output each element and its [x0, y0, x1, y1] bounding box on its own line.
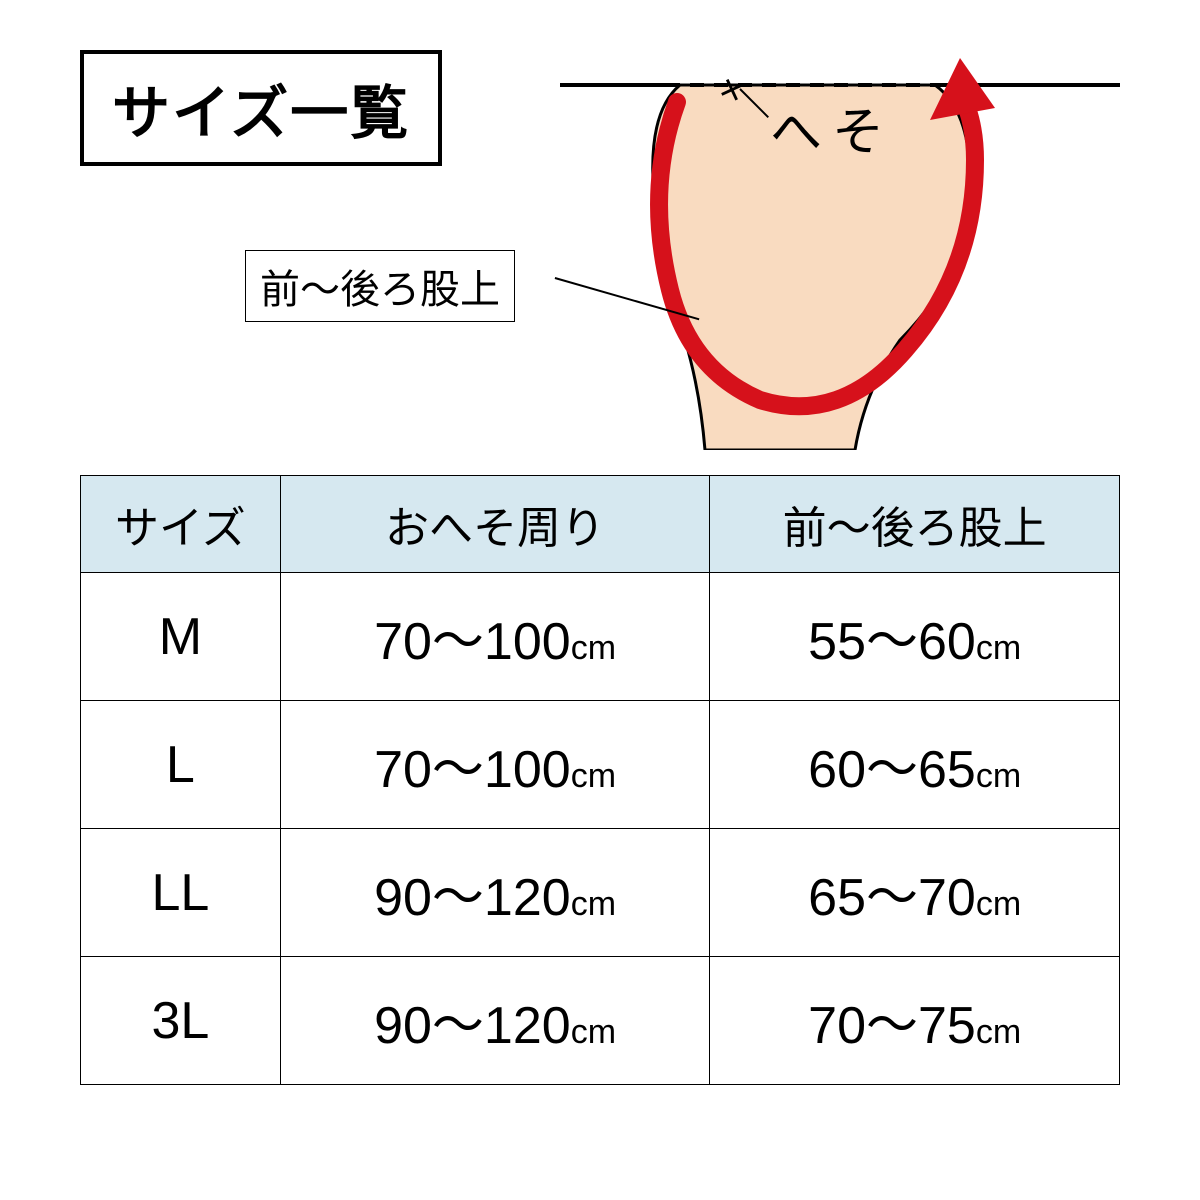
- cell-navel: 90〜120cm: [280, 829, 710, 957]
- cell-rise: 70〜75cm: [710, 957, 1120, 1085]
- table-header-row: サイズ おへそ周り 前〜後ろ股上: [81, 476, 1120, 573]
- cell-navel: 90〜120cm: [280, 957, 710, 1085]
- page-title: サイズ一覧: [80, 50, 442, 166]
- cell-rise: 60〜65cm: [710, 701, 1120, 829]
- col-header-size: サイズ: [81, 476, 281, 573]
- cell-navel: 70〜100cm: [280, 701, 710, 829]
- navel-label: へそ: [770, 90, 894, 165]
- size-table: サイズ おへそ周り 前〜後ろ股上 M70〜100cm55〜60cmL70〜100…: [80, 475, 1120, 1085]
- col-header-navel: おへそ周り: [280, 476, 710, 573]
- table-row: LL90〜120cm65〜70cm: [81, 829, 1120, 957]
- cell-size: L: [81, 701, 281, 829]
- cell-size: 3L: [81, 957, 281, 1085]
- table-row: L70〜100cm60〜65cm: [81, 701, 1120, 829]
- cell-rise: 55〜60cm: [710, 573, 1120, 701]
- table-row: 3L90〜120cm70〜75cm: [81, 957, 1120, 1085]
- cell-rise: 65〜70cm: [710, 829, 1120, 957]
- cell-size: LL: [81, 829, 281, 957]
- cell-navel: 70〜100cm: [280, 573, 710, 701]
- table-row: M70〜100cm55〜60cm: [81, 573, 1120, 701]
- cell-size: M: [81, 573, 281, 701]
- col-header-rise: 前〜後ろ股上: [710, 476, 1120, 573]
- rise-callout-label: 前〜後ろ股上: [245, 250, 515, 322]
